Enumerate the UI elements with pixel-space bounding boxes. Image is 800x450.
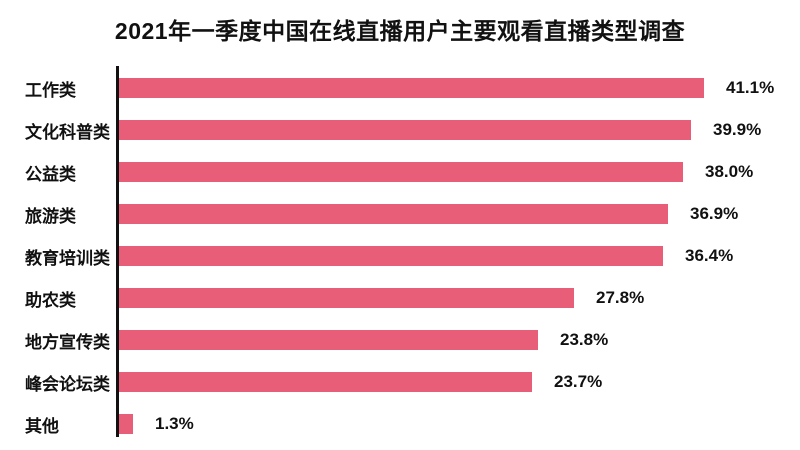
- bar: [119, 120, 691, 140]
- value-label: 41.1%: [726, 78, 775, 97]
- bar: [119, 372, 532, 392]
- category-label: 工作类: [25, 80, 76, 100]
- value-label: 38.0%: [705, 162, 754, 181]
- value-label: 23.8%: [560, 330, 609, 349]
- category-label: 助农类: [25, 290, 76, 310]
- value-label: 27.8%: [596, 288, 645, 307]
- bar-chart: 工作类 41.1% 文化科普类 39.9% 公益类 38.0% 旅游类 36.9% 教育培训类 3…: [0, 66, 800, 445]
- bar: [119, 204, 668, 224]
- value-label: 39.9%: [713, 120, 762, 139]
- chart-row: 文化科普类 39.9%: [0, 109, 800, 151]
- category-label: 地方宣传类: [25, 332, 110, 352]
- bar: [119, 330, 538, 350]
- category-label: 教育培训类: [25, 248, 110, 268]
- category-label: 峰会论坛类: [25, 374, 110, 394]
- value-label: 1.3%: [155, 414, 194, 433]
- chart-row: 工作类 41.1%: [0, 67, 800, 109]
- chart-row: 旅游类 36.9%: [0, 193, 800, 235]
- bar: [119, 414, 133, 434]
- chart-row: 峰会论坛类 23.7%: [0, 361, 800, 403]
- bar: [119, 78, 704, 98]
- category-label: 旅游类: [25, 206, 76, 226]
- chart-title: 2021年一季度中国在线直播用户主要观看直播类型调查: [114, 18, 686, 44]
- chart-row: 其他 1.3%: [0, 403, 800, 445]
- category-label: 其他: [25, 416, 59, 436]
- y-axis-line: [116, 66, 119, 437]
- value-label: 36.9%: [690, 204, 739, 223]
- value-label: 23.7%: [554, 372, 603, 391]
- category-label: 文化科普类: [25, 122, 110, 142]
- chart-row: 助农类 27.8%: [0, 277, 800, 319]
- chart-rows: 工作类 41.1% 文化科普类 39.9% 公益类 38.0% 旅游类 36.9% 教育培训类 3…: [0, 67, 800, 445]
- bar: [119, 288, 574, 308]
- category-label: 公益类: [25, 164, 76, 184]
- chart-row: 地方宣传类 23.8%: [0, 319, 800, 361]
- chart-row: 公益类 38.0%: [0, 151, 800, 193]
- bar: [119, 246, 663, 266]
- chart-row: 教育培训类 36.4%: [0, 235, 800, 277]
- value-label: 36.4%: [685, 246, 734, 265]
- bar: [119, 162, 683, 182]
